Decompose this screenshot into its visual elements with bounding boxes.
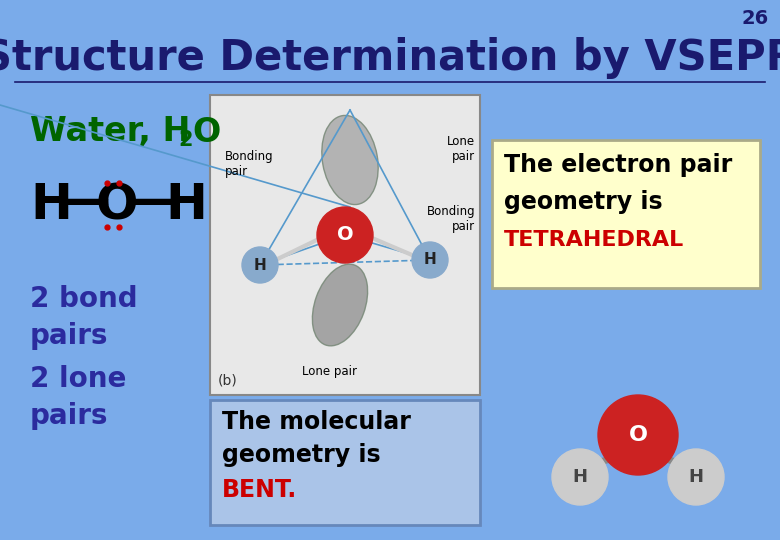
Text: O: O <box>95 181 137 229</box>
Text: Lone pair: Lone pair <box>303 365 357 378</box>
Text: BENT.: BENT. <box>222 478 297 502</box>
Circle shape <box>317 207 373 263</box>
Text: H: H <box>689 468 704 486</box>
Text: geometry is: geometry is <box>222 443 381 467</box>
FancyBboxPatch shape <box>210 400 480 525</box>
Text: Bonding
pair: Bonding pair <box>225 150 274 178</box>
Circle shape <box>412 242 448 278</box>
Text: 2 bond
pairs: 2 bond pairs <box>30 285 137 350</box>
Circle shape <box>242 247 278 283</box>
Text: H: H <box>254 258 267 273</box>
Ellipse shape <box>322 116 378 205</box>
Text: H: H <box>165 181 207 229</box>
Text: geometry is: geometry is <box>504 190 663 214</box>
Text: The molecular: The molecular <box>222 410 411 434</box>
Text: TETRAHEDRAL: TETRAHEDRAL <box>504 230 684 250</box>
Text: Structure Determination by VSEPR: Structure Determination by VSEPR <box>0 37 780 79</box>
Text: (b): (b) <box>218 373 238 387</box>
Text: 2: 2 <box>178 130 193 150</box>
Text: 26: 26 <box>741 9 768 28</box>
Text: Bonding
pair: Bonding pair <box>427 205 475 233</box>
Text: —: — <box>130 178 180 226</box>
Text: H: H <box>573 468 587 486</box>
Text: H: H <box>424 253 436 267</box>
Circle shape <box>668 449 724 505</box>
Text: The electron pair: The electron pair <box>504 153 732 177</box>
FancyBboxPatch shape <box>210 95 480 395</box>
Text: Lone
pair: Lone pair <box>447 135 475 163</box>
Text: O: O <box>337 226 353 245</box>
Text: —: — <box>60 178 110 226</box>
Ellipse shape <box>312 264 367 346</box>
Text: O: O <box>192 116 220 148</box>
Circle shape <box>552 449 608 505</box>
Text: O: O <box>629 425 647 445</box>
Text: H: H <box>30 181 72 229</box>
Circle shape <box>598 395 678 475</box>
Text: Water, H: Water, H <box>30 116 190 148</box>
Text: 2 lone
pairs: 2 lone pairs <box>30 365 126 430</box>
FancyBboxPatch shape <box>492 140 760 288</box>
